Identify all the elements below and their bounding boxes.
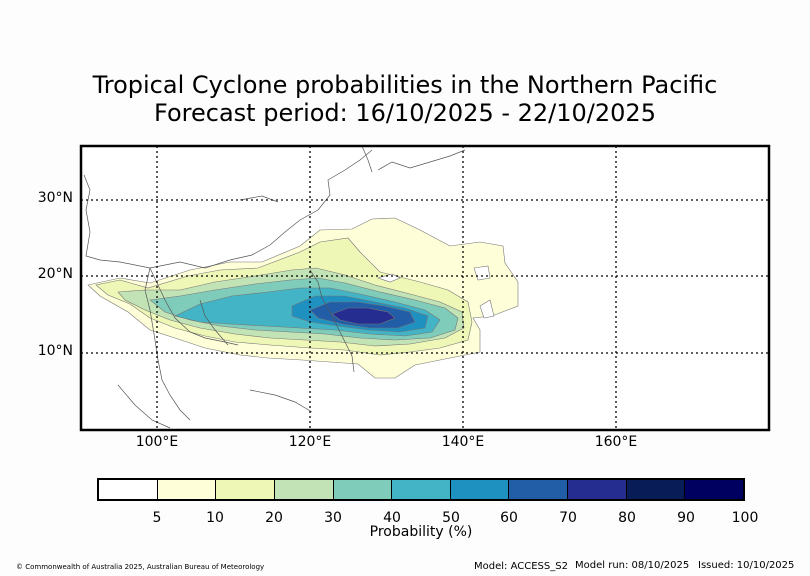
colorbar-segment	[392, 480, 451, 499]
grid-lines	[81, 146, 769, 430]
model-run-text: Model run: 08/10/2025	[575, 560, 690, 571]
lat-label-30n: 30°N	[37, 190, 73, 206]
colorbar-segment	[450, 480, 510, 499]
colorbar-label: Probability (%)	[369, 524, 473, 540]
colorbar-segment	[216, 480, 275, 499]
contour-70-80	[331, 307, 396, 325]
lon-label-100e: 100°E	[135, 434, 179, 450]
colorbar-segment	[626, 480, 686, 499]
copyright-text: © Commonwealth of Australia 2025, Austra…	[16, 563, 265, 571]
map-frame	[79, 144, 771, 432]
colorbar-segment	[568, 480, 627, 499]
colorbar-segment	[274, 480, 334, 499]
colorbar-segment	[509, 480, 569, 499]
colorbar-tick: 20	[265, 510, 283, 526]
colorbar-tick: 100	[731, 510, 759, 526]
probability-contours	[87, 217, 519, 379]
colorbar-tick: 50	[442, 510, 460, 526]
colorbar-tick: 80	[618, 510, 636, 526]
colorbar-tick: 40	[383, 510, 401, 526]
colorbar-segment	[333, 480, 393, 499]
colorbar-tick: 10	[206, 510, 224, 526]
colorbar-tick: 90	[677, 510, 695, 526]
colorbar-tick: 30	[324, 510, 342, 526]
colorbar-tick: 5	[152, 510, 162, 526]
lat-label-10n: 10°N	[37, 343, 73, 359]
colorbar-segment	[99, 480, 158, 499]
colorbar-tick: 60	[500, 510, 518, 526]
colorbar-tick: 70	[559, 510, 577, 526]
lon-label-160e: 160°E	[594, 434, 638, 450]
colorbar-segment	[685, 480, 744, 499]
issued-text: Issued: 10/10/2025	[698, 560, 795, 571]
lon-label-120e: 120°E	[288, 434, 332, 450]
lon-label-140e: 140°E	[441, 434, 485, 450]
chart-title-line1: Tropical Cyclone probabilities in the No…	[92, 71, 718, 99]
chart-title-line2: Forecast period: 16/10/2025 - 22/10/2025	[154, 99, 656, 127]
lat-label-20n: 20°N	[37, 266, 73, 282]
colorbar-segment	[157, 480, 217, 499]
model-text: Model: ACCESS_S2	[474, 561, 568, 572]
colorbar	[97, 478, 745, 501]
